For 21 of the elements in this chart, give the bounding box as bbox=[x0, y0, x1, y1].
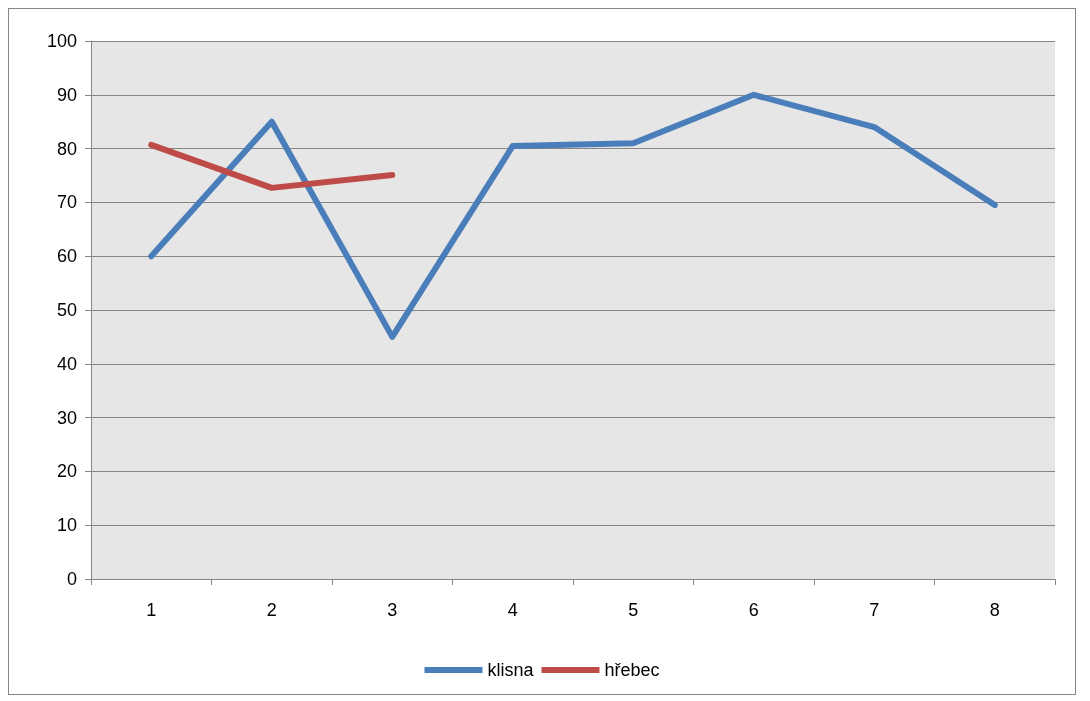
y-tick-label: 10 bbox=[56, 515, 77, 536]
x-tick-label: 2 bbox=[266, 600, 277, 620]
legend-label: klisna bbox=[487, 660, 535, 680]
y-tick-label: 0 bbox=[66, 569, 77, 589]
y-tick-label: 50 bbox=[56, 300, 77, 320]
y-tick-label: 40 bbox=[56, 353, 77, 374]
y-tick-label: 60 bbox=[56, 246, 77, 267]
y-tick-label: 100 bbox=[46, 31, 77, 51]
x-tick-label: 6 bbox=[748, 600, 759, 620]
x-tick-label: 1 bbox=[146, 600, 157, 620]
y-tick-label: 90 bbox=[56, 84, 77, 105]
legend-label: hřebec bbox=[604, 660, 660, 680]
y-tick-label: 80 bbox=[56, 138, 77, 159]
x-tick-label: 5 bbox=[628, 600, 639, 620]
x-tick-label: 8 bbox=[989, 600, 1000, 620]
y-tick-label: 30 bbox=[56, 407, 77, 428]
x-tick-label: 7 bbox=[869, 600, 880, 620]
x-tick-label: 3 bbox=[387, 600, 398, 620]
x-tick-label: 4 bbox=[507, 600, 518, 620]
y-tick-label: 20 bbox=[56, 461, 77, 482]
y-tick-label: 70 bbox=[56, 192, 77, 213]
